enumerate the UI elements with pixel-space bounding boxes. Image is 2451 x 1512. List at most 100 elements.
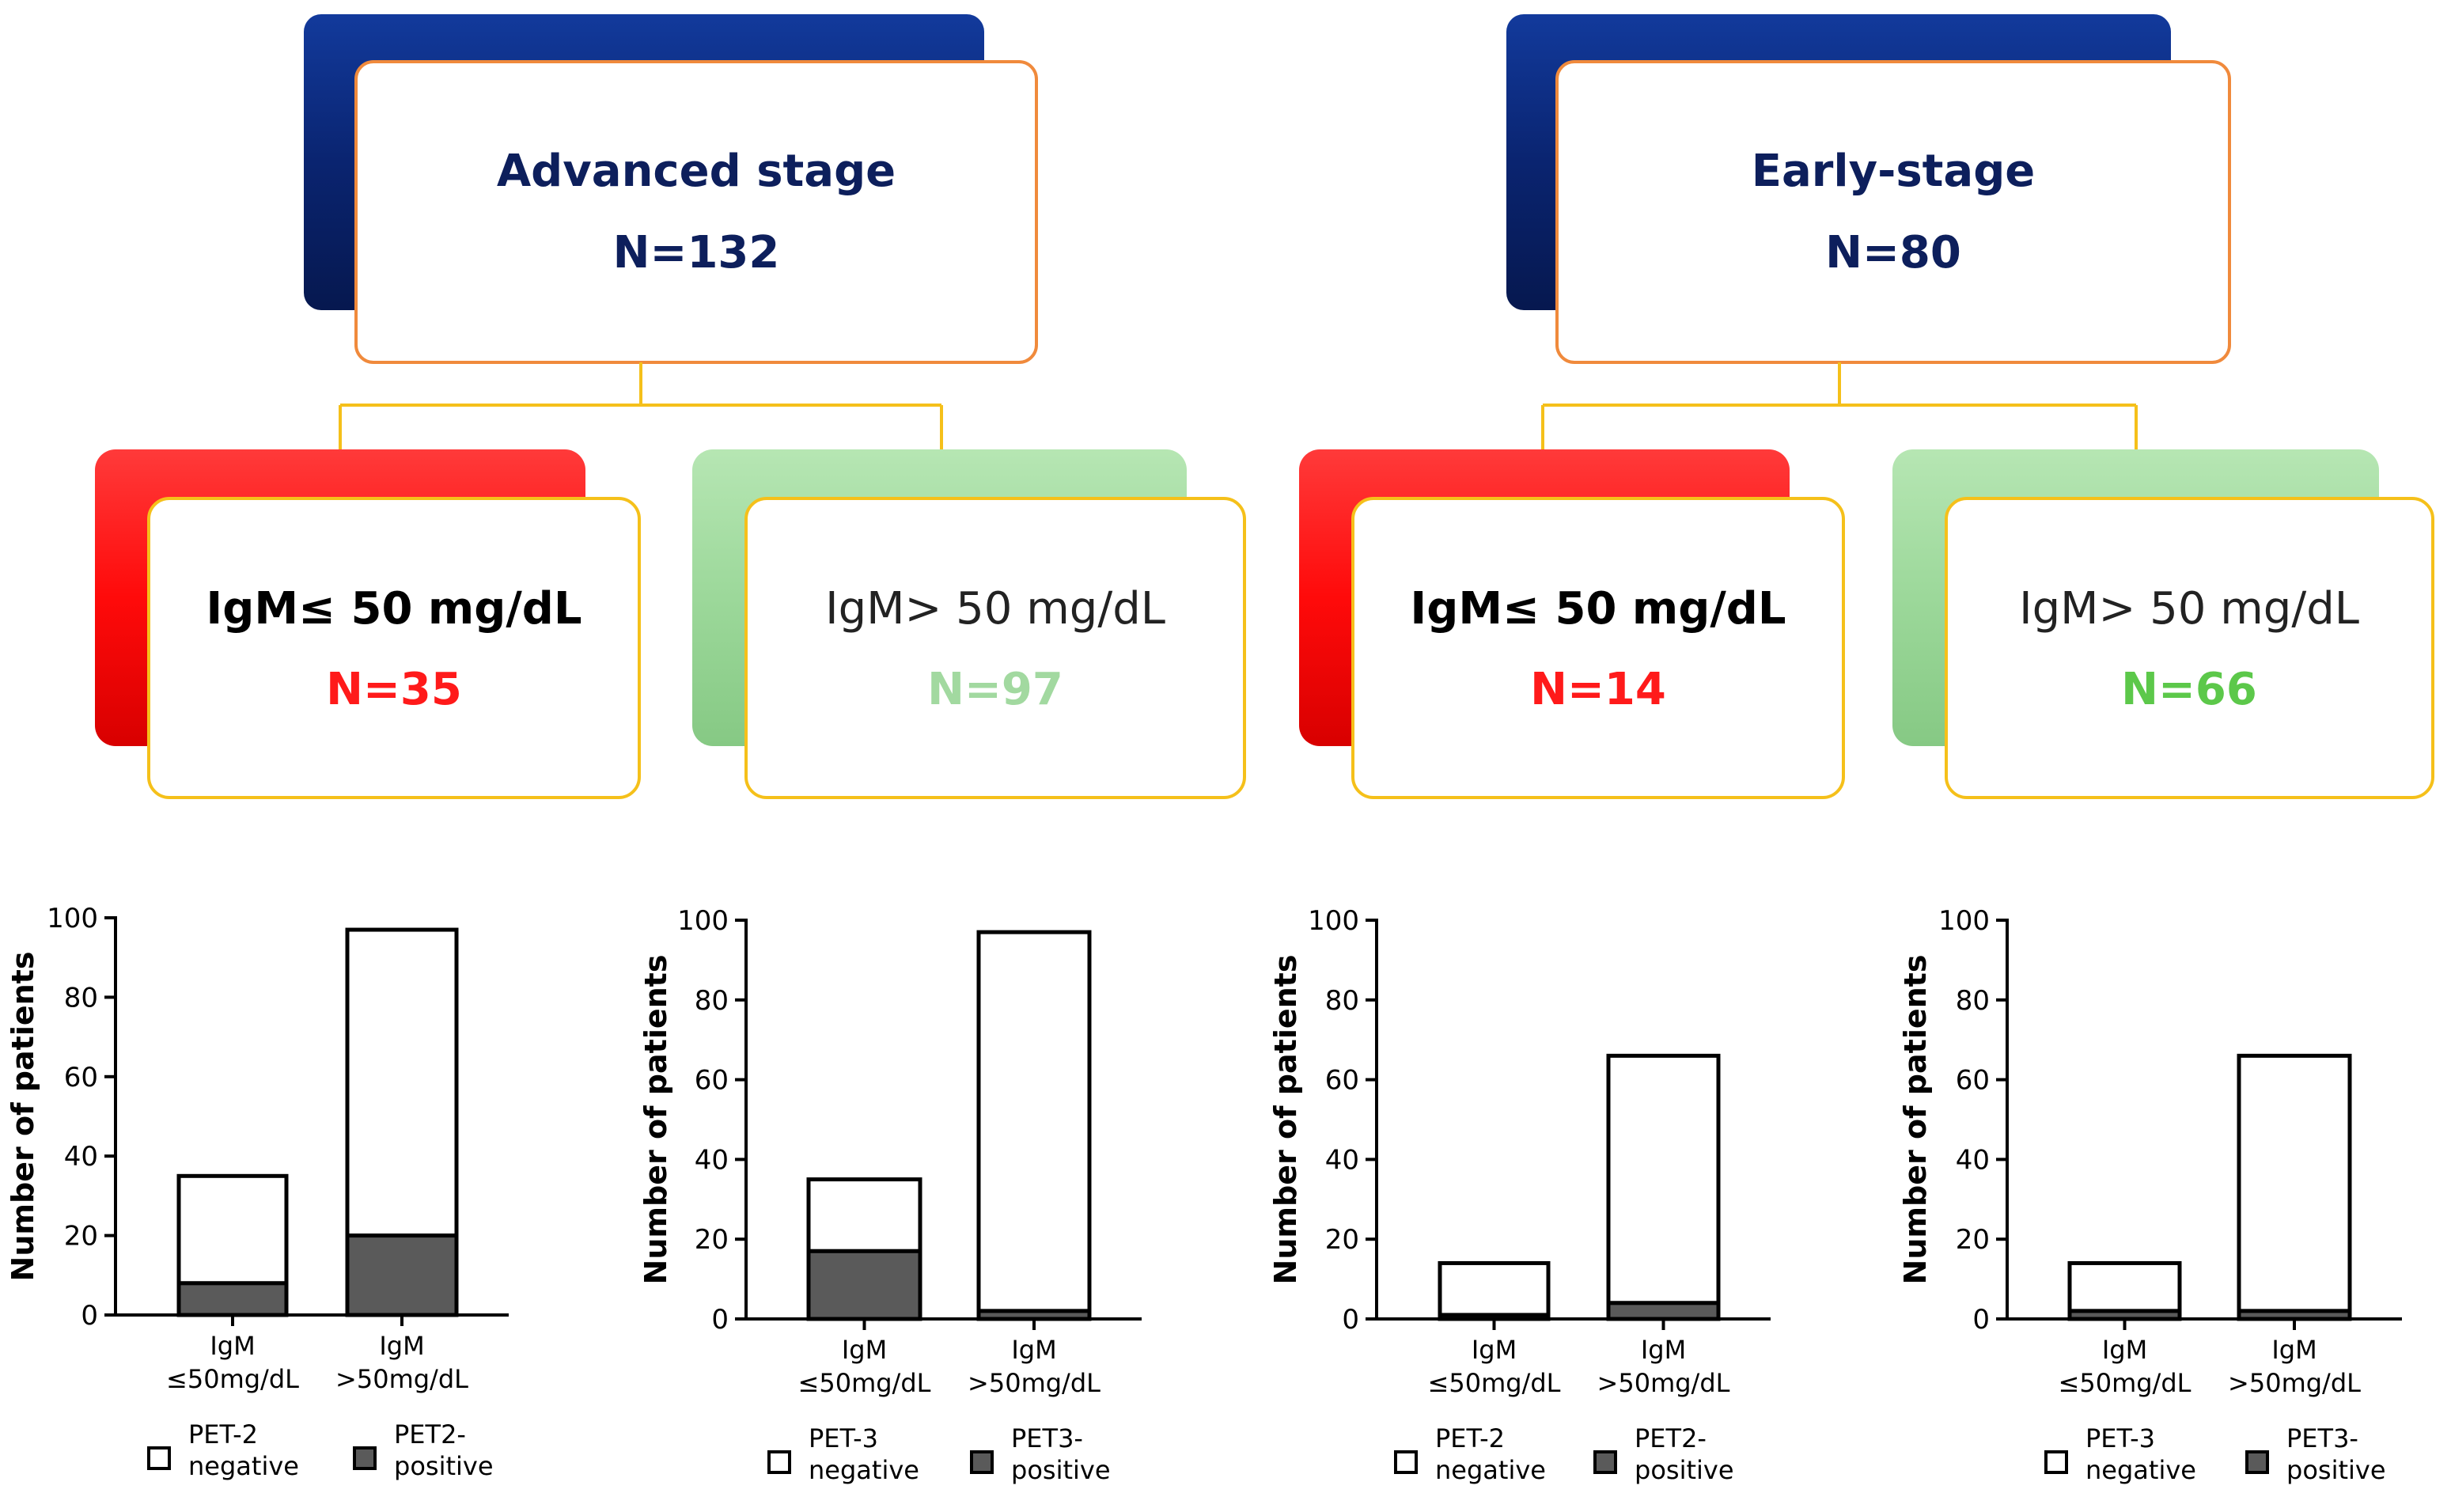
legend-label: positive <box>1011 1455 1111 1485</box>
early-high-igm-label: IgM> 50 mg/dL <box>2019 583 2359 635</box>
legend-swatch <box>2044 1450 2068 1474</box>
x-tick-label: IgM <box>2271 1335 2317 1365</box>
advanced-low-igm-label: IgM≤ 50 mg/dL <box>206 583 581 635</box>
y-tick-label: 60 <box>695 1065 729 1097</box>
x-tick-label: ≤50mg/dL <box>2059 1368 2192 1398</box>
advanced-stage-tree: Advanced stage N=132 IgM≤ 50 mg/dL N=35 … <box>95 14 1246 799</box>
bar-positive <box>2237 1309 2352 1321</box>
bar-negative <box>2067 1260 2182 1313</box>
legend-label: negative <box>1435 1455 1546 1485</box>
advanced-stage-title: Advanced stage <box>497 146 896 197</box>
y-tick-label: 80 <box>1325 985 1359 1017</box>
y-tick-label: 60 <box>64 1062 98 1093</box>
early-low-igm-n: N=14 <box>1530 664 1666 715</box>
advanced-high-igm-label: IgM> 50 mg/dL <box>825 583 1165 635</box>
bar-negative <box>976 930 1092 1313</box>
early-stage-connector <box>1541 362 2138 451</box>
x-tick-label: IgM <box>2102 1335 2147 1365</box>
y-tick-label: 20 <box>1325 1224 1359 1256</box>
early-high-igm-n: N=66 <box>2121 664 2257 715</box>
y-axis-label: Number of patients <box>6 952 40 1282</box>
y-tick-label: 60 <box>1956 1065 1990 1097</box>
y-tick-label: 100 <box>1308 905 1359 937</box>
advanced-high-igm-n: N=97 <box>927 664 1063 715</box>
x-tick-label: IgM <box>210 1331 255 1361</box>
x-tick-label: ≤50mg/dL <box>166 1364 299 1394</box>
legend-swatch <box>2245 1450 2269 1474</box>
y-tick-label: 80 <box>64 982 98 1014</box>
x-tick-label: IgM <box>379 1331 424 1361</box>
y-axis-label: Number of patients <box>1268 955 1303 1285</box>
legend-label: negative <box>2085 1455 2196 1485</box>
early-low-igm-box <box>1351 497 1845 799</box>
bar-negative <box>806 1177 922 1253</box>
bar-negative <box>345 927 459 1238</box>
y-tick-label: 40 <box>1956 1144 1990 1176</box>
bar-positive <box>2067 1309 2182 1321</box>
legend-swatch <box>970 1450 994 1474</box>
y-tick-label: 100 <box>47 903 98 934</box>
legend-swatch <box>1593 1450 1617 1474</box>
y-tick-label: 40 <box>1325 1144 1359 1176</box>
x-tick-label: >50mg/dL <box>968 1368 1100 1398</box>
bar-positive <box>345 1233 459 1317</box>
x-tick-label: ≤50mg/dL <box>1428 1368 1561 1398</box>
advanced-stage-n: N=132 <box>613 227 780 279</box>
x-tick-label: IgM <box>842 1335 887 1365</box>
early-stage-tree: Early-stage N=80 IgM≤ 50 mg/dL N=14 IgM>… <box>1299 14 2434 799</box>
legend-swatch <box>353 1446 377 1470</box>
early-stage-n: N=80 <box>1825 227 1961 279</box>
y-tick-label: 0 <box>1342 1304 1359 1336</box>
y-tick-label: 40 <box>695 1144 729 1176</box>
y-tick-label: 0 <box>81 1300 98 1332</box>
early-low-igm-label: IgM≤ 50 mg/dL <box>1410 583 1786 635</box>
early-stage-title: Early-stage <box>1752 146 2036 197</box>
legend-swatch <box>147 1446 171 1470</box>
y-tick-label: 20 <box>695 1224 729 1256</box>
y-tick-label: 40 <box>64 1141 98 1173</box>
x-tick-label: >50mg/dL <box>2228 1368 2361 1398</box>
y-axis-label: Number of patients <box>1898 955 1933 1285</box>
bar-negative <box>1438 1260 1551 1317</box>
legend-label: PET-2 <box>1435 1423 1505 1453</box>
y-tick-label: 80 <box>1956 985 1990 1017</box>
bar-positive <box>1438 1313 1551 1321</box>
legend-label: PET2- <box>1635 1423 1707 1453</box>
advanced-stage-connector <box>339 362 943 451</box>
y-tick-label: 0 <box>1972 1304 1990 1336</box>
legend-label: negative <box>809 1455 919 1485</box>
x-tick-label: IgM <box>1641 1335 1686 1365</box>
y-tick-label: 20 <box>1956 1224 1990 1256</box>
advanced-stage-box <box>354 60 1038 364</box>
legend-label: PET3- <box>2286 1423 2358 1453</box>
y-tick-label: 20 <box>64 1221 98 1252</box>
legend-swatch <box>1394 1450 1418 1474</box>
legend-label: PET-2 <box>188 1419 258 1449</box>
legend-label: positive <box>2286 1455 2386 1485</box>
bar-negative <box>1606 1053 1721 1305</box>
legend-label: PET3- <box>1011 1423 1083 1453</box>
x-tick-label: IgM <box>1472 1335 1517 1365</box>
legend-label: PET-3 <box>809 1423 878 1453</box>
legend-label: positive <box>394 1451 494 1481</box>
early-high-igm-box <box>1945 497 2434 799</box>
bar-positive <box>976 1309 1092 1321</box>
y-tick-label: 100 <box>1938 905 1990 937</box>
y-axis-label: Number of patients <box>638 955 673 1285</box>
legend-label: PET2- <box>394 1419 466 1449</box>
bar-negative <box>176 1173 289 1286</box>
legend-label: positive <box>1635 1455 1734 1485</box>
y-tick-label: 100 <box>677 905 729 937</box>
bar-positive <box>806 1249 922 1321</box>
y-tick-label: 60 <box>1325 1065 1359 1097</box>
advanced-low-igm-n: N=35 <box>326 664 462 715</box>
advanced-low-igm-box <box>147 497 641 799</box>
legend-label: negative <box>188 1451 299 1481</box>
bar-positive <box>176 1281 289 1317</box>
